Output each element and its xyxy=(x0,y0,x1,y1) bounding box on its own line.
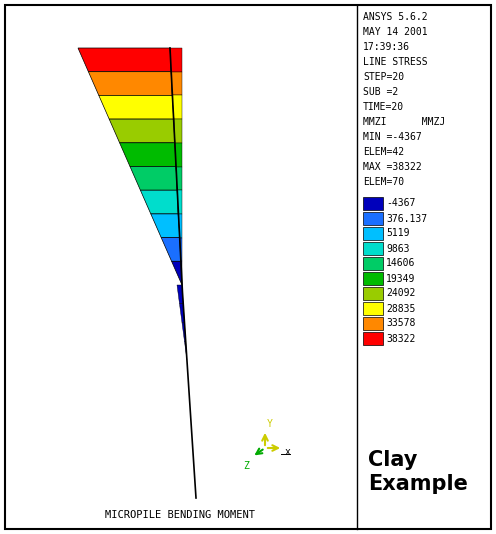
Polygon shape xyxy=(172,261,182,285)
Text: Z: Z xyxy=(243,461,249,471)
Polygon shape xyxy=(151,214,180,238)
Polygon shape xyxy=(175,143,182,167)
Polygon shape xyxy=(171,72,182,96)
Polygon shape xyxy=(161,238,181,261)
Polygon shape xyxy=(88,72,173,96)
Text: MAX =38322: MAX =38322 xyxy=(363,162,422,172)
Text: STEP=20: STEP=20 xyxy=(363,72,404,82)
Polygon shape xyxy=(176,167,182,190)
Text: 14606: 14606 xyxy=(386,258,415,269)
Text: MICROPILE BENDING MOMENT: MICROPILE BENDING MOMENT xyxy=(105,510,255,520)
Polygon shape xyxy=(78,48,171,72)
Polygon shape xyxy=(170,48,182,72)
Polygon shape xyxy=(173,96,182,119)
Bar xyxy=(363,302,383,315)
Text: ELEM=70: ELEM=70 xyxy=(363,177,404,187)
Polygon shape xyxy=(174,119,182,143)
Bar xyxy=(363,317,383,330)
Polygon shape xyxy=(180,304,185,323)
Polygon shape xyxy=(140,190,179,214)
Polygon shape xyxy=(179,214,182,238)
Polygon shape xyxy=(109,119,175,143)
Text: ANSYS 5.6.2: ANSYS 5.6.2 xyxy=(363,12,428,22)
Polygon shape xyxy=(185,341,187,360)
Polygon shape xyxy=(99,96,174,119)
Bar xyxy=(363,287,383,300)
Text: 28835: 28835 xyxy=(386,303,415,313)
Text: Y: Y xyxy=(267,419,273,429)
Text: x: x xyxy=(285,447,291,457)
Text: -4367: -4367 xyxy=(386,199,415,208)
Polygon shape xyxy=(180,238,182,261)
Text: MAY 14 2001: MAY 14 2001 xyxy=(363,27,428,37)
Text: 5119: 5119 xyxy=(386,229,410,239)
Bar xyxy=(363,197,383,210)
Text: SUB =2: SUB =2 xyxy=(363,87,398,97)
Text: TIME=20: TIME=20 xyxy=(363,102,404,112)
Text: 376.137: 376.137 xyxy=(386,214,427,224)
Polygon shape xyxy=(120,143,176,167)
Text: MMZI      MMZJ: MMZI MMZJ xyxy=(363,117,445,127)
Text: 19349: 19349 xyxy=(386,273,415,284)
Text: MIN =-4367: MIN =-4367 xyxy=(363,132,422,142)
Text: 24092: 24092 xyxy=(386,288,415,299)
Bar xyxy=(363,212,383,225)
Polygon shape xyxy=(181,261,182,285)
Text: LINE STRESS: LINE STRESS xyxy=(363,57,428,67)
Text: 9863: 9863 xyxy=(386,244,410,254)
Polygon shape xyxy=(182,323,186,341)
Bar xyxy=(363,242,383,255)
Polygon shape xyxy=(177,285,183,304)
Text: 38322: 38322 xyxy=(386,334,415,343)
Text: 33578: 33578 xyxy=(386,318,415,328)
Bar xyxy=(363,257,383,270)
Text: Clay
Example: Clay Example xyxy=(368,450,468,494)
Bar xyxy=(363,227,383,240)
Bar xyxy=(363,332,383,345)
Polygon shape xyxy=(177,190,182,214)
Text: 17:39:36: 17:39:36 xyxy=(363,42,410,52)
Polygon shape xyxy=(130,167,177,190)
Text: ELEM=42: ELEM=42 xyxy=(363,147,404,157)
Bar xyxy=(363,272,383,285)
